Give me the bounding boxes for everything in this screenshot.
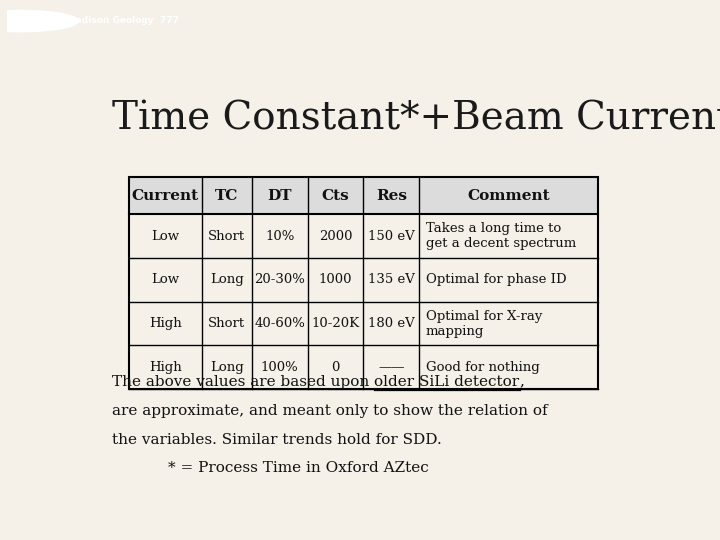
Text: ——: ——	[378, 361, 405, 374]
Text: 2000: 2000	[319, 230, 352, 243]
Text: 40-60%: 40-60%	[254, 317, 305, 330]
Text: 100%: 100%	[261, 361, 299, 374]
Text: Long: Long	[210, 273, 243, 287]
Text: 135 eV: 135 eV	[368, 273, 415, 287]
Text: 180 eV: 180 eV	[368, 317, 415, 330]
Text: Low: Low	[151, 273, 179, 287]
Text: Optimal for X-ray
mapping: Optimal for X-ray mapping	[426, 309, 542, 338]
Text: are approximate, and meant only to show the relation of: are approximate, and meant only to show …	[112, 404, 548, 417]
Text: 150 eV: 150 eV	[368, 230, 415, 243]
Text: Low: Low	[151, 230, 179, 243]
Text: Long: Long	[210, 361, 243, 374]
Text: High: High	[149, 317, 181, 330]
Text: Comment: Comment	[467, 189, 550, 203]
Text: 20-30%: 20-30%	[254, 273, 305, 287]
Text: Short: Short	[208, 317, 246, 330]
Text: The above values are based upon: The above values are based upon	[112, 375, 374, 389]
Text: Short: Short	[208, 230, 246, 243]
Text: High: High	[149, 361, 181, 374]
Text: UW- Madison Geology  777: UW- Madison Geology 777	[43, 16, 179, 25]
Text: Current: Current	[132, 189, 199, 203]
Text: Cts: Cts	[322, 189, 349, 203]
Text: ,: ,	[520, 375, 524, 389]
Circle shape	[0, 10, 78, 32]
Bar	[129, 177, 598, 214]
Text: Takes a long time to
get a decent spectrum: Takes a long time to get a decent spectr…	[426, 222, 576, 251]
Text: DT: DT	[267, 189, 292, 203]
Text: 0: 0	[331, 361, 340, 374]
Text: 10-20K: 10-20K	[312, 317, 359, 330]
Text: Optimal for phase ID: Optimal for phase ID	[426, 273, 567, 287]
Text: the variables. Similar trends hold for SDD.: the variables. Similar trends hold for S…	[112, 433, 442, 447]
Text: Time Constant*+Beam Current--> Dead Time: Time Constant*+Beam Current--> Dead Time	[112, 100, 720, 137]
Text: older SiLi detector: older SiLi detector	[374, 375, 520, 389]
Text: * = Process Time in Oxford AZtec: * = Process Time in Oxford AZtec	[168, 461, 429, 475]
Text: Res: Res	[376, 189, 407, 203]
Text: 1000: 1000	[319, 273, 352, 287]
Text: TC: TC	[215, 189, 238, 203]
Text: 10%: 10%	[265, 230, 294, 243]
Text: Good for nothing: Good for nothing	[426, 361, 540, 374]
